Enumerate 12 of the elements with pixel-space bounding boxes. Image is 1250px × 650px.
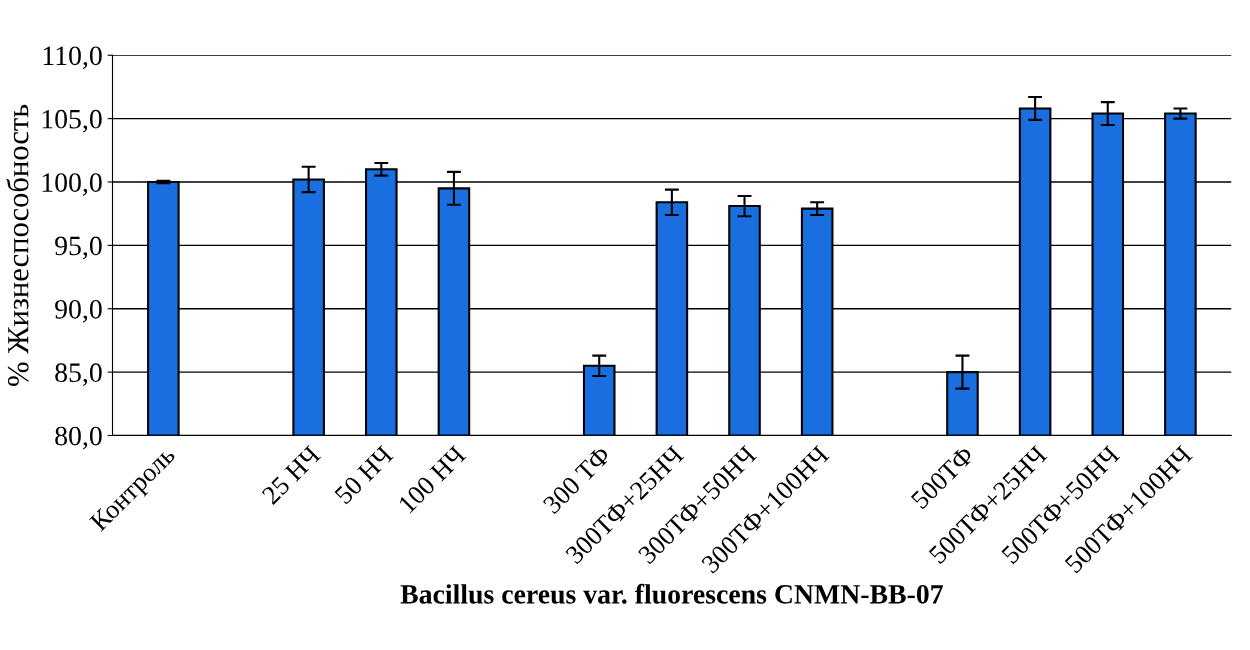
x-tick-label: 50 НЧ bbox=[333, 444, 394, 505]
y-tick-label: 90,0 bbox=[55, 299, 102, 323]
y-tick-label: 110,0 bbox=[43, 46, 102, 70]
y-tick-label: 100,0 bbox=[42, 173, 102, 196]
x-axis-title: Bacillus cereus var. fluorescens CNMN-BB-07 bbox=[400, 583, 943, 604]
y-axis-title: % Жизнеспособность bbox=[6, 104, 29, 386]
y-tick-label: 95,0 bbox=[55, 236, 102, 260]
x-tick-label: 100 НЧ bbox=[397, 444, 467, 514]
x-tick-label: 25 НЧ bbox=[261, 444, 322, 506]
y-tick-label: 80,0 bbox=[55, 426, 102, 450]
y-tick-label: 85,0 bbox=[55, 363, 102, 387]
y-tick-label: 105,0 bbox=[42, 109, 102, 133]
